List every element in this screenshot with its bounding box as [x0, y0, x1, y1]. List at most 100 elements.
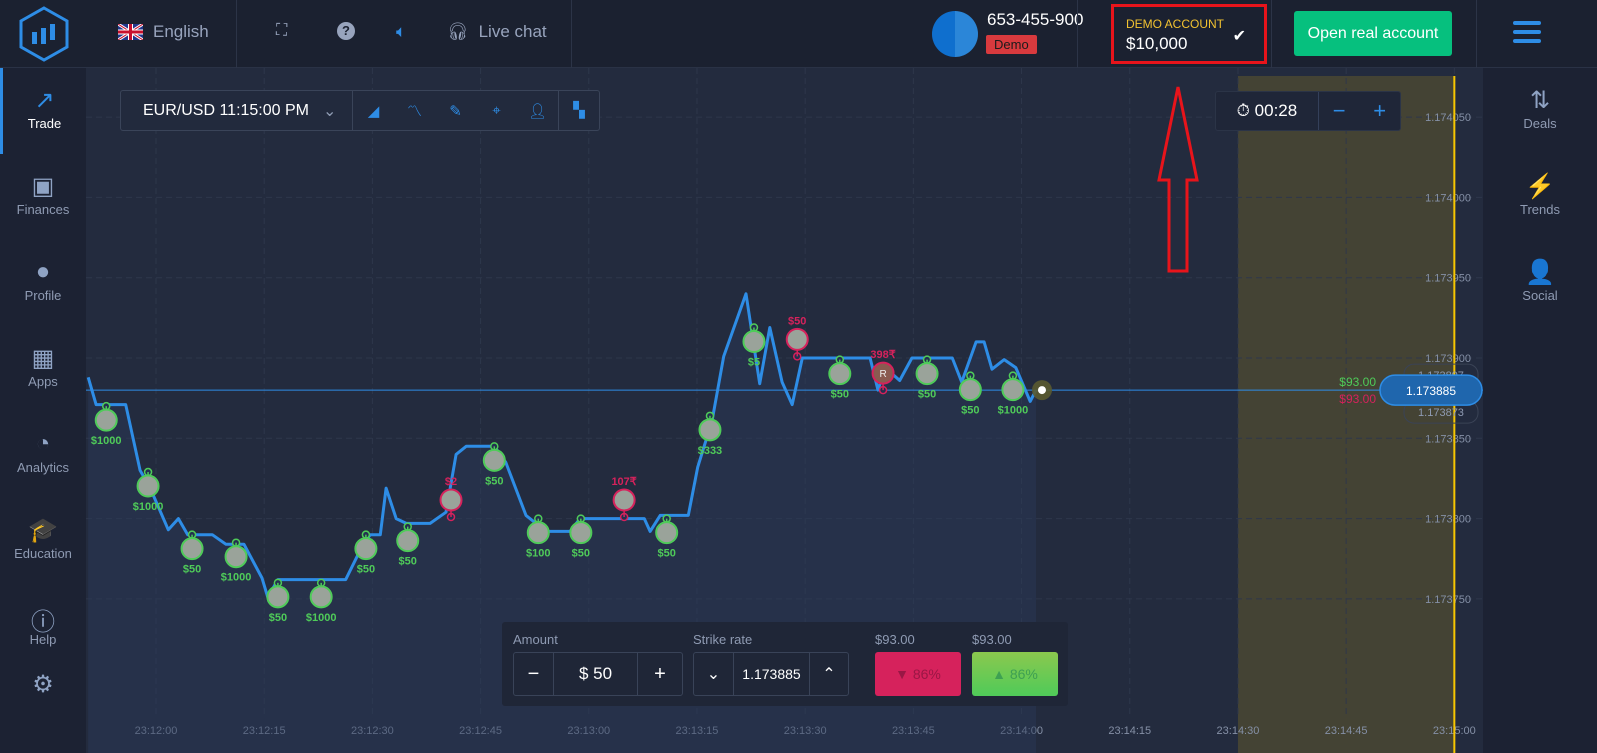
help-icon[interactable]: ? — [337, 22, 355, 40]
trade-amount: $1000 — [998, 405, 1029, 417]
trend-up-icon: ↗ — [34, 87, 55, 114]
sidebar-item-apps[interactable]: ▦ Apps — [0, 326, 86, 412]
sidebar-item-analytics[interactable]: ◔ Analytics — [0, 412, 86, 498]
trade-amount: $50 — [788, 315, 806, 327]
pencil-icon[interactable]: ✎ — [449, 102, 462, 120]
add-user-icon[interactable]: 👤︎ — [527, 102, 548, 120]
x-tick-label: 23:12:15 — [243, 725, 286, 737]
x-tick-label: 23:13:00 — [567, 725, 610, 737]
trade-marker[interactable]: $50 — [396, 522, 420, 568]
trade-marker[interactable]: $50 — [354, 530, 378, 576]
chevron-down-icon: ▼ — [895, 666, 913, 682]
trade-marker[interactable]: $100 — [526, 514, 551, 560]
menu-icon[interactable] — [1513, 21, 1541, 48]
x-tick-label: 23:12:45 — [459, 725, 502, 737]
trader-avatar-icon — [180, 537, 204, 561]
nav-label: Social — [1522, 288, 1558, 303]
trade-marker[interactable]: $50 — [655, 514, 679, 560]
trader-avatar-icon — [655, 521, 679, 545]
crosshair-icon[interactable]: ⌖ — [492, 102, 501, 119]
demo-account-label: DEMO ACCOUNT — [1126, 17, 1225, 31]
trader-avatar-icon — [266, 585, 290, 609]
amount-increase-button[interactable]: + — [654, 662, 666, 685]
trade-marker[interactable]: R 398₹ — [870, 349, 896, 395]
sidebar-item-trends[interactable]: ⚡ Trends — [1483, 154, 1597, 240]
trade-marker[interactable]: 107₹ — [611, 476, 637, 522]
trade-marker[interactable]: $50 — [180, 530, 204, 576]
nav-label: Profile — [24, 288, 62, 303]
fullscreen-icon[interactable]: ⛶ — [276, 22, 288, 39]
trade-amount: $50 — [399, 556, 417, 568]
strike-input[interactable]: 1.173885 — [734, 653, 810, 695]
amount-input[interactable]: $ 50 — [554, 653, 638, 695]
chart-toolbar: EUR/USD 11:15:00 PM ⌄ ◢ 〽 ✎ ⌖ 👤︎ ▚ — [120, 90, 600, 131]
trader-avatar-icon — [569, 521, 593, 545]
down-payout-label: $93.00 — [1339, 392, 1376, 406]
layout-icon[interactable]: ▚ — [558, 91, 599, 130]
sidebar-item-deals[interactable]: ⇅ Deals — [1483, 68, 1597, 154]
sidebar-item-social[interactable]: 👤 Social — [1483, 240, 1597, 326]
sidebar-item-profile[interactable]: ● Profile — [0, 240, 86, 326]
trade-amount: $1000 — [133, 501, 164, 513]
sidebar-item-trade[interactable]: ↗ Trade — [0, 68, 86, 154]
avatar[interactable] — [932, 11, 978, 57]
strike-up-button[interactable]: ⌃ — [822, 666, 836, 683]
up-payout: $93.00 — [972, 632, 1012, 647]
x-tick-label: 23:12:30 — [351, 725, 394, 737]
chevron-up-icon: ▲ — [992, 666, 1010, 682]
trader-avatar-icon — [612, 488, 636, 512]
trade-amount: 398₹ — [870, 349, 895, 361]
settings-icon[interactable]: ⚙ — [32, 671, 54, 698]
sidebar-item-finances[interactable]: ▣ Finances — [0, 154, 86, 240]
pie-chart-icon: ◔ — [35, 430, 51, 457]
demo-badge: Demo — [986, 35, 1037, 54]
trade-marker[interactable]: $1000 — [998, 371, 1029, 417]
timer-minus-button[interactable]: − — [1332, 98, 1346, 123]
trade-marker[interactable]: $50 — [828, 355, 852, 401]
indicators-icon[interactable]: 〽 — [406, 103, 422, 120]
trade-marker[interactable]: $1000 — [221, 538, 252, 584]
chevron-down-icon: ✔︎ — [1232, 28, 1246, 45]
asset-selector[interactable]: EUR/USD 11:15:00 PM ⌄ — [121, 91, 353, 130]
sidebar-item-help[interactable]: ⓘ Help — [0, 584, 86, 670]
amount-label: Amount — [513, 632, 558, 647]
language-selector[interactable]: English — [118, 22, 209, 42]
trade-amount: $2 — [445, 476, 457, 488]
trade-marker[interactable]: $1000 — [306, 578, 337, 624]
y-tick-label: 1.174050 — [1425, 112, 1471, 124]
account-switcher[interactable]: DEMO ACCOUNT $10,000 ✔︎ — [1111, 4, 1267, 64]
sell-down-button[interactable]: ▼ 86% — [875, 652, 961, 696]
trade-marker[interactable]: $50 — [266, 578, 290, 624]
timer-text: 00:28 — [1254, 101, 1298, 120]
live-chat-button[interactable]: 🎧︎ Live chat — [447, 22, 547, 42]
strike-down-button[interactable]: ⌄ — [694, 653, 734, 695]
trade-amount: $50 — [183, 564, 201, 576]
nav-label: Trends — [1520, 202, 1560, 217]
open-real-account-button[interactable]: Open real account — [1294, 11, 1452, 56]
chart-type-icon[interactable]: ◢ — [367, 102, 380, 120]
trade-marker[interactable]: $50 — [958, 371, 982, 417]
timer-value[interactable]: ⏱ 00:28 — [1216, 92, 1319, 130]
trade-marker[interactable]: $50 — [915, 355, 939, 401]
trade-marker[interactable]: $1000 — [91, 401, 122, 448]
sidebar-item-education[interactable]: 🎓 Education — [0, 498, 86, 584]
trader-avatar-icon — [958, 378, 982, 402]
buy-up-button[interactable]: ▲ 86% — [972, 652, 1058, 696]
top-header: English ⛶ ? 🔈︎ 🎧︎ Live chat 653-455-900 D… — [0, 0, 1597, 68]
sound-icon[interactable]: 🔈︎ — [396, 22, 407, 41]
trade-marker[interactable]: $1000 — [133, 467, 164, 514]
language-label: English — [153, 22, 209, 41]
lightning-icon: ⚡ — [1525, 173, 1555, 200]
trade-marker[interactable]: $50 — [785, 315, 809, 361]
trade-amount: $50 — [485, 475, 503, 487]
trade-amount: $50 — [961, 405, 979, 417]
trade-marker[interactable]: $5 — [742, 323, 766, 369]
trade-marker[interactable]: $333 — [698, 411, 722, 457]
current-price-pill — [1379, 374, 1483, 406]
timer-plus-button[interactable]: + — [1373, 98, 1387, 123]
trade-marker[interactable]: $50 — [569, 514, 593, 560]
logo-icon[interactable] — [16, 6, 72, 62]
trade-marker[interactable]: $50 — [482, 442, 506, 488]
trade-marker[interactable]: $2 — [439, 476, 463, 522]
amount-decrease-button[interactable]: − — [514, 653, 554, 695]
